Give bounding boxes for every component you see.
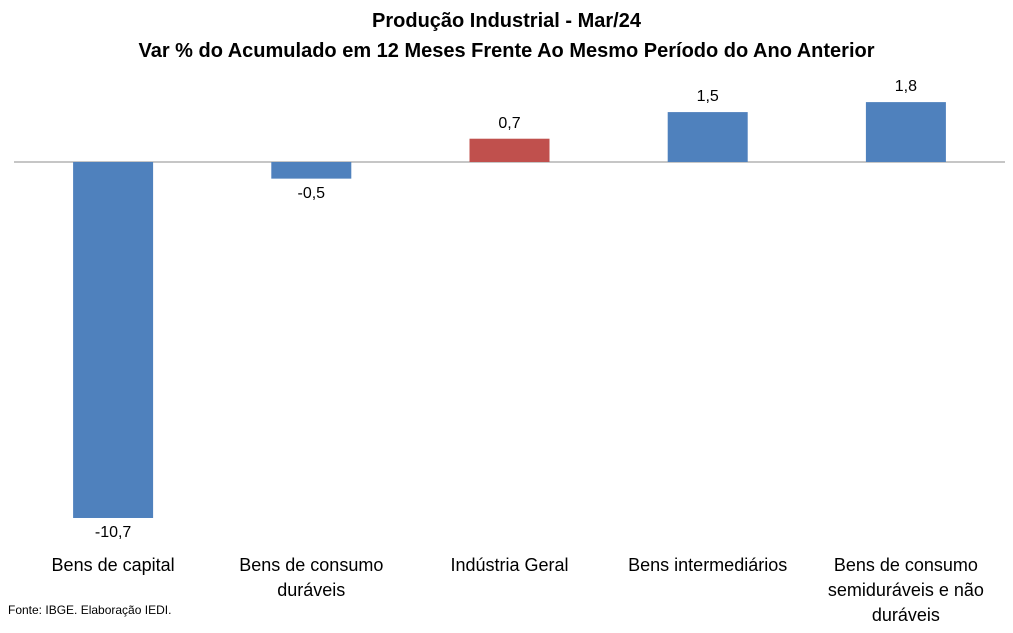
bar	[73, 162, 154, 518]
data-label: 1,5	[696, 88, 719, 106]
data-label: -10,7	[94, 523, 132, 541]
chart-title: Produção Industrial - Mar/24	[372, 10, 641, 32]
category-label: Bens intermediários	[628, 555, 788, 575]
bar	[667, 112, 748, 162]
category-label: Bens de capital	[51, 555, 175, 575]
bar	[469, 138, 550, 162]
data-label: 1,8	[894, 78, 918, 96]
source-note: Fonte: IBGE. Elaboração IEDI.	[8, 603, 172, 617]
data-label: -0,5	[297, 184, 326, 202]
data-label: 0,7	[498, 114, 521, 132]
category-label: Bens de consumo duráveis	[239, 555, 384, 600]
bar	[865, 102, 946, 162]
category-label: Indústria Geral	[450, 555, 569, 575]
chart-subtitle: Var % do Acumulado em 12 Meses Frente Ao…	[138, 40, 875, 62]
category-label: Bens de consumo semiduráveis e não duráv…	[827, 555, 984, 625]
bar	[271, 162, 352, 179]
